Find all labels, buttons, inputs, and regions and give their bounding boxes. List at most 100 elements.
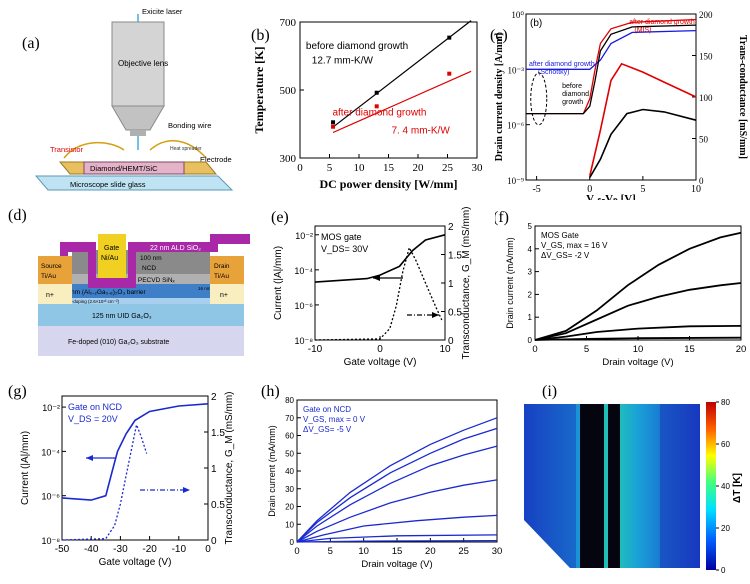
- chart-g: (g) -50 -40 -30 -20 -10 0 10⁻² 10⁻⁴ 10⁻⁶ 10⁻⁸ 0 0.5…: [8, 383, 235, 568]
- uid-layer: [38, 304, 244, 326]
- y-right-tick-label: 2: [211, 392, 217, 403]
- y-tick-label: 0: [290, 538, 295, 547]
- series-current: [61, 403, 209, 501]
- x-axis-label: Gate voltage (V): [99, 557, 172, 568]
- annotation-vds: V_DS= 30V: [321, 244, 368, 254]
- annotation-vds: V_DS = 20V: [68, 414, 118, 424]
- chart-b: (b) 0 5 10 15 20 25 30 300 500 700 DC power densit…: [251, 17, 484, 191]
- panel-label-g: (g): [8, 383, 27, 400]
- x-tick-label: 20: [736, 344, 747, 355]
- y-tick-label: 2: [528, 290, 533, 299]
- curve-vgs--30: [296, 539, 498, 543]
- electrode-label: Electrode: [200, 155, 232, 164]
- x-tick-label: 0: [294, 546, 299, 557]
- stack-label: Diamond/HEMT/SiC: [90, 164, 158, 173]
- heat-spreader-label: Heat spreader: [170, 146, 202, 152]
- y-axis-label: Current (|A|/mm): [273, 246, 284, 320]
- panel-label-b: (b): [251, 27, 270, 44]
- arrow-right-head: [183, 487, 190, 493]
- annotation-before-value: 12.7 mm-K/W: [312, 55, 374, 66]
- uid-label: 125 nm UID Ga₂O₃: [92, 313, 152, 320]
- y-right-tick-label: 150: [699, 52, 713, 62]
- sin-layer: [72, 274, 210, 284]
- doping-label: Si δ-doping (2.6×10¹³ cm⁻²): [64, 299, 120, 304]
- data-point: [374, 90, 379, 95]
- series-id-0: [526, 18, 697, 115]
- x-tick-label: 30: [472, 162, 484, 174]
- x-tick-label: -10: [308, 344, 323, 355]
- chart-h: (h) 0 5 10 15 20 25 30 0 10 20 30 40 50 60 70 80 Drain v…: [261, 383, 502, 570]
- annotation-before-1: before: [562, 83, 582, 90]
- chip-stack: [83, 161, 185, 175]
- thermal-gap-left: [580, 404, 604, 568]
- x-axis-label: Drain voltage (V): [361, 559, 432, 570]
- series-gm-4: [589, 108, 697, 178]
- y-tick-label: 10⁻⁸: [41, 536, 60, 546]
- thermal-gap-right: [608, 404, 620, 568]
- y-tick-label: 10⁻³: [508, 65, 525, 75]
- chart-i: (i) 0 20 40 60 80 ΔT [K]: [524, 383, 743, 575]
- series-gm: [61, 422, 148, 541]
- y-tick-label: 10⁻⁹: [507, 176, 524, 186]
- ald-layer: [60, 234, 250, 288]
- drain-metal-label: Ti/Au: [214, 273, 229, 280]
- colorbar-tick-label: 0: [721, 566, 726, 575]
- y-tick-label: 70: [285, 414, 294, 423]
- y-tick-label: 500: [280, 85, 297, 97]
- curve-vgs-16: [534, 231, 742, 341]
- nplus-right: [210, 284, 244, 304]
- y-tick-label: 10⁻⁸: [294, 336, 313, 346]
- y-tick-label: 60: [285, 432, 294, 441]
- x-tick-label: 5: [640, 184, 645, 195]
- curve-vgs--20: [296, 514, 498, 543]
- data-point: [331, 120, 336, 125]
- excite-laser-label: Exicite laser: [142, 7, 183, 16]
- substrate-layer: [38, 326, 244, 356]
- colorbar-tick-label: 40: [721, 482, 730, 491]
- x-tick-label: -10: [172, 544, 187, 555]
- y-tick-label: 10⁻⁶: [507, 121, 524, 131]
- colorbar-tick-label: 20: [721, 524, 730, 533]
- microscope-diagram: (a) Exicite laser Objective lens Bonding…: [22, 7, 234, 191]
- x-tick-label: 5: [584, 344, 589, 355]
- panel-c: (c) -5 0 5 10 10⁰ 10⁻³ 10⁻⁶ 10⁻⁹ 0 50 100 150 200 V₆ₛ…: [490, 0, 750, 200]
- x-axis-label: Drain voltage (V): [602, 357, 673, 368]
- panel-g: (g) -50 -40 -30 -20 -10 0 10⁻² 10⁻⁴ 10⁻⁶ 10⁻⁸ 0 0.5…: [0, 370, 260, 584]
- data-point: [447, 35, 452, 40]
- nplus-left-label: n+: [46, 292, 54, 299]
- x-axis-label: DC power density [W/mm]: [319, 177, 457, 191]
- panel-label-a: (a): [22, 35, 40, 52]
- y-axis-label: Drain current (mA/mm): [267, 425, 277, 517]
- bonding-wire-label: Bonding wire: [168, 121, 211, 130]
- device-cross-section: (d) Fe-doped (010) Ga₂O₃ substrate 125 n…: [8, 207, 250, 356]
- x-axis-label: V₆ₛ-Vₚ [V]: [586, 193, 636, 200]
- y-tick-label: 10⁻⁶: [295, 301, 314, 311]
- x-axis-label: Gate voltage (V): [344, 357, 417, 368]
- barrier-label: 21 nm (Al₀.₂Ga₀.₈)₂O₃ barrier: [62, 289, 147, 296]
- y-right-tick-label: 1: [211, 464, 217, 475]
- x-tick-label: 20: [425, 546, 436, 557]
- bonding-wire-left: [63, 141, 125, 159]
- y-right-tick-label: 1.5: [448, 251, 462, 262]
- bonding-wire-right: [149, 140, 207, 159]
- nplus-left: [38, 284, 72, 304]
- y-axis-label: Drain current density [A/mm]: [494, 33, 505, 161]
- curve-vgs-10: [534, 336, 742, 341]
- panel-label-e: (e): [271, 209, 289, 226]
- x-tick-label: 10: [439, 344, 451, 355]
- y-tick-label: 40: [285, 467, 294, 476]
- x-tick-label: 0: [297, 162, 303, 174]
- pecvd-label: 50 nm PECVD SiNₓ: [118, 277, 176, 284]
- y-tick-label: 10: [285, 520, 294, 529]
- ncd2-label: NCD: [142, 265, 156, 272]
- y-tick-label: 50: [285, 449, 294, 458]
- series-gm-3: [589, 62, 697, 176]
- annotation-mis: after diamond growth: [629, 19, 695, 26]
- annotation-after-value: 7. 4 mm-K/W: [391, 126, 450, 137]
- series-id-2: [526, 24, 697, 115]
- y-tick-label: 10⁻⁴: [294, 266, 313, 276]
- panel-label-c: (c): [490, 27, 508, 44]
- microscope-slide: [34, 175, 234, 191]
- x-tick-label: -20: [142, 544, 157, 555]
- curve-vgs--25: [296, 534, 498, 543]
